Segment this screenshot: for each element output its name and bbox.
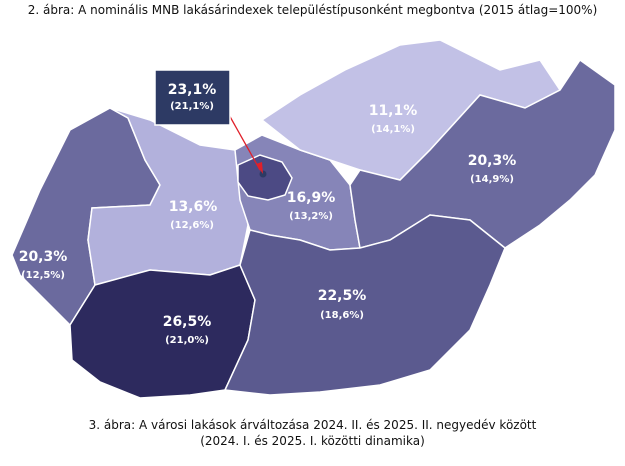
central-previous: (13,2%) — [289, 211, 333, 222]
region-east[interactable] — [349, 58, 616, 249]
caption-bottom-line2: (2024. I. és 2025. I. közötti dinamika) — [200, 434, 425, 448]
north-east-value: 11,1% — [369, 103, 418, 119]
caption-bottom-line1: 3. ábra: A városi lakások árváltozása 20… — [88, 418, 537, 432]
figure-caption-bottom: 3. ábra: A városi lakások árváltozása 20… — [0, 417, 625, 449]
budapest-previous: (21,1%) — [170, 101, 214, 112]
south-east-value: 22,5% — [318, 288, 367, 304]
region-south-west[interactable] — [69, 264, 256, 399]
north-east-previous: (14,1%) — [371, 124, 415, 135]
south-west-value: 26,5% — [163, 314, 212, 330]
budapest-callout-box — [154, 69, 231, 126]
north-west-previous: (12,6%) — [170, 220, 214, 231]
east-value: 20,3% — [468, 153, 517, 169]
east-previous: (14,9%) — [470, 174, 514, 185]
figure-caption-top: 2. ábra: A nominális MNB lakásárindexek … — [27, 3, 598, 17]
south-east-previous: (18,6%) — [320, 310, 364, 321]
region-south-east[interactable] — [223, 214, 506, 396]
north-west-value: 13,6% — [169, 199, 218, 215]
callout-arrow-head — [256, 162, 263, 174]
central-value: 16,9% — [287, 190, 336, 206]
region-budapest[interactable] — [237, 154, 293, 201]
south-west-previous: (21,0%) — [165, 335, 209, 346]
budapest-value: 23,1% — [168, 82, 217, 98]
west-value: 20,3% — [19, 249, 68, 265]
west-previous: (12,5%) — [21, 270, 65, 281]
callout-leader-line — [227, 112, 261, 171]
